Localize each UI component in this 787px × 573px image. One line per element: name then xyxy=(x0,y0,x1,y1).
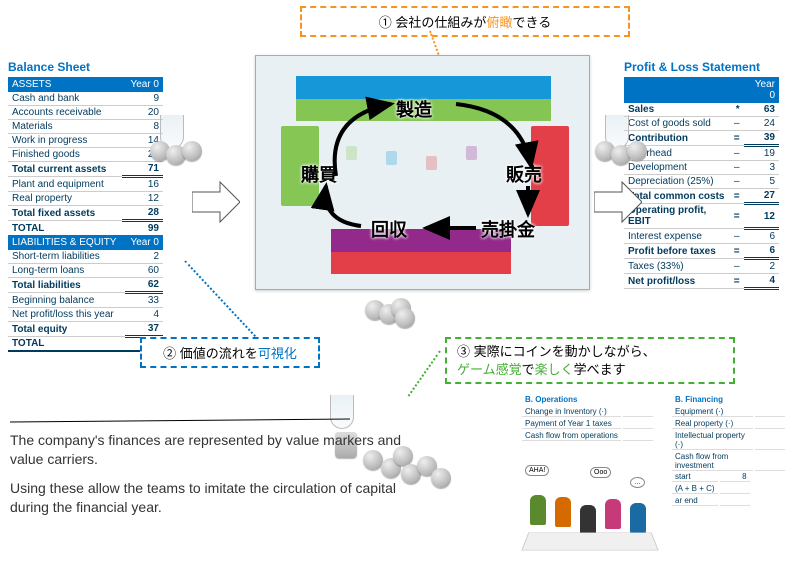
bs-title: Balance Sheet xyxy=(8,60,163,74)
callout-text: 学べます xyxy=(574,362,626,377)
table-row: Total fixed assets28 xyxy=(8,206,163,221)
divider xyxy=(10,419,350,423)
table-row: Accounts receivable20 xyxy=(8,106,163,120)
callout-text: 会社の仕組みが xyxy=(395,15,486,30)
table-row: Long-term loans60 xyxy=(8,264,163,278)
table-row: Beginning balance33 xyxy=(8,293,163,308)
table-row: Total liabilities62 xyxy=(8,278,163,293)
callout-accent: ゲーム感覚 xyxy=(457,362,522,377)
speech-bubble: Ooo xyxy=(590,467,611,478)
callout-text: 実際にコインを動かしながら、 xyxy=(474,344,656,359)
th: B. Financing xyxy=(672,394,785,405)
table-row: Real property12 xyxy=(8,192,163,206)
table-row: Taxes (33%)–2 xyxy=(624,259,779,274)
table-row: Interest expense–6 xyxy=(624,229,779,244)
table-row: Work in progress14 xyxy=(8,134,163,148)
table-row: Finished goods20 xyxy=(8,148,163,162)
speech-bubble: AHA! xyxy=(525,465,549,476)
game-board: 製造 購買 販売 売掛金 回収 xyxy=(255,55,590,290)
table-row: Total equity37 xyxy=(8,322,163,337)
flow-arrow-right-icon xyxy=(594,180,642,224)
table-row: Cash flow from operations xyxy=(522,431,653,441)
liabilities-equity: LIABILITIES & EQUITYYear 0 Short-term li… xyxy=(8,235,163,352)
paragraph: Using these allow the teams to imitate t… xyxy=(10,479,420,517)
table-row: Intellectual property (·) xyxy=(672,431,785,450)
table-row: Overhead–19 xyxy=(624,146,779,161)
paragraph: The company's finances are represented b… xyxy=(10,431,420,469)
le-table: LIABILITIES & EQUITYYear 0 Short-term li… xyxy=(8,235,163,352)
table-row: TOTAL99 xyxy=(8,221,163,237)
mini-operations: B. Operations Change in Inventory (·) Pa… xyxy=(520,392,655,443)
leader-line-blue xyxy=(184,260,264,345)
table-row: Change in Inventory (·) xyxy=(522,407,653,417)
callout-overview: ① 会社の仕組みが俯瞰できる xyxy=(300,6,630,37)
callout-accent: 俯瞰 xyxy=(486,15,512,30)
cycle-arrows-icon xyxy=(306,86,546,246)
table-row: ar end xyxy=(672,496,750,506)
table-row: start8 xyxy=(672,472,750,482)
body-text: The company's finances are represented b… xyxy=(10,420,420,527)
table-row: Sales*63 xyxy=(624,103,779,117)
table-row: Cash and bank9 xyxy=(8,92,163,106)
table-row: Operating profit, EBIT=12 xyxy=(624,204,779,229)
th: B. Operations xyxy=(522,394,653,405)
table-row: Contribution=39 xyxy=(624,131,779,146)
table-row: (A + B + C) xyxy=(672,484,750,494)
mini-financing: B. Financing Equipment (·) Real property… xyxy=(670,392,787,473)
callout-text: で xyxy=(522,362,535,377)
table-row: Plant and equipment16 xyxy=(8,177,163,192)
callout-text: できる xyxy=(512,15,551,30)
table-row: Cost of goods sold–24 xyxy=(624,117,779,131)
table-row: Short-term liabilities2 xyxy=(8,250,163,264)
callout-accent: 可視化 xyxy=(258,346,297,361)
th: Year 0 xyxy=(122,77,163,92)
table-row: Profit before taxes=6 xyxy=(624,244,779,259)
callout-text: 価値の流れを xyxy=(180,346,258,361)
table-row: Net profit/loss=4 xyxy=(624,274,779,289)
callout-gameplay: ③ 実際にコインを動かしながら、 ゲーム感覚で楽しく学べます xyxy=(445,337,735,384)
th: Year 0 xyxy=(744,77,779,103)
mini-summary: start8 (A + B + C) ar end xyxy=(670,470,752,508)
flow-arrow-right-icon xyxy=(192,180,240,224)
callout-num: ② xyxy=(163,346,176,361)
callout-visualize: ② 価値の流れを可視化 xyxy=(140,337,320,368)
callout-num: ① xyxy=(379,15,392,30)
th: Year 0 xyxy=(125,235,163,250)
balance-sheet: Balance Sheet ASSETSYear 0 Cash and bank… xyxy=(8,60,163,237)
leader-line-green xyxy=(408,350,441,396)
table-row: Depreciation (25%)–5 xyxy=(624,175,779,189)
table-row: Payment of Year 1 taxes xyxy=(522,419,653,429)
table-row: Development–3 xyxy=(624,161,779,175)
callout-num: ③ xyxy=(457,344,470,359)
callout-accent: 楽しく xyxy=(535,362,574,377)
table-row: Total current assets71 xyxy=(8,162,163,177)
table-row: Real property (·) xyxy=(672,419,785,429)
pl-title: Profit & Loss Statement xyxy=(624,60,779,74)
thought-bubble: … xyxy=(630,477,645,488)
table-row: Total common costs=27 xyxy=(624,189,779,204)
bs-assets-table: ASSETSYear 0 Cash and bank9 Accounts rec… xyxy=(8,77,163,237)
table-row: Cash flow from investment xyxy=(672,452,785,471)
th: ASSETS xyxy=(8,77,122,92)
th: LIABILITIES & EQUITY xyxy=(8,235,125,250)
profit-loss: Profit & Loss Statement Year 0 Sales*63 … xyxy=(624,60,779,290)
table-row: Equipment (·) xyxy=(672,407,785,417)
pl-table: Year 0 Sales*63 Cost of goods sold–24 Co… xyxy=(624,77,779,290)
th xyxy=(624,77,730,103)
table-row: Net profit/loss this year4 xyxy=(8,308,163,322)
people-illustration: AHA! Ooo … xyxy=(520,465,670,565)
table-row: Materials8 xyxy=(8,120,163,134)
